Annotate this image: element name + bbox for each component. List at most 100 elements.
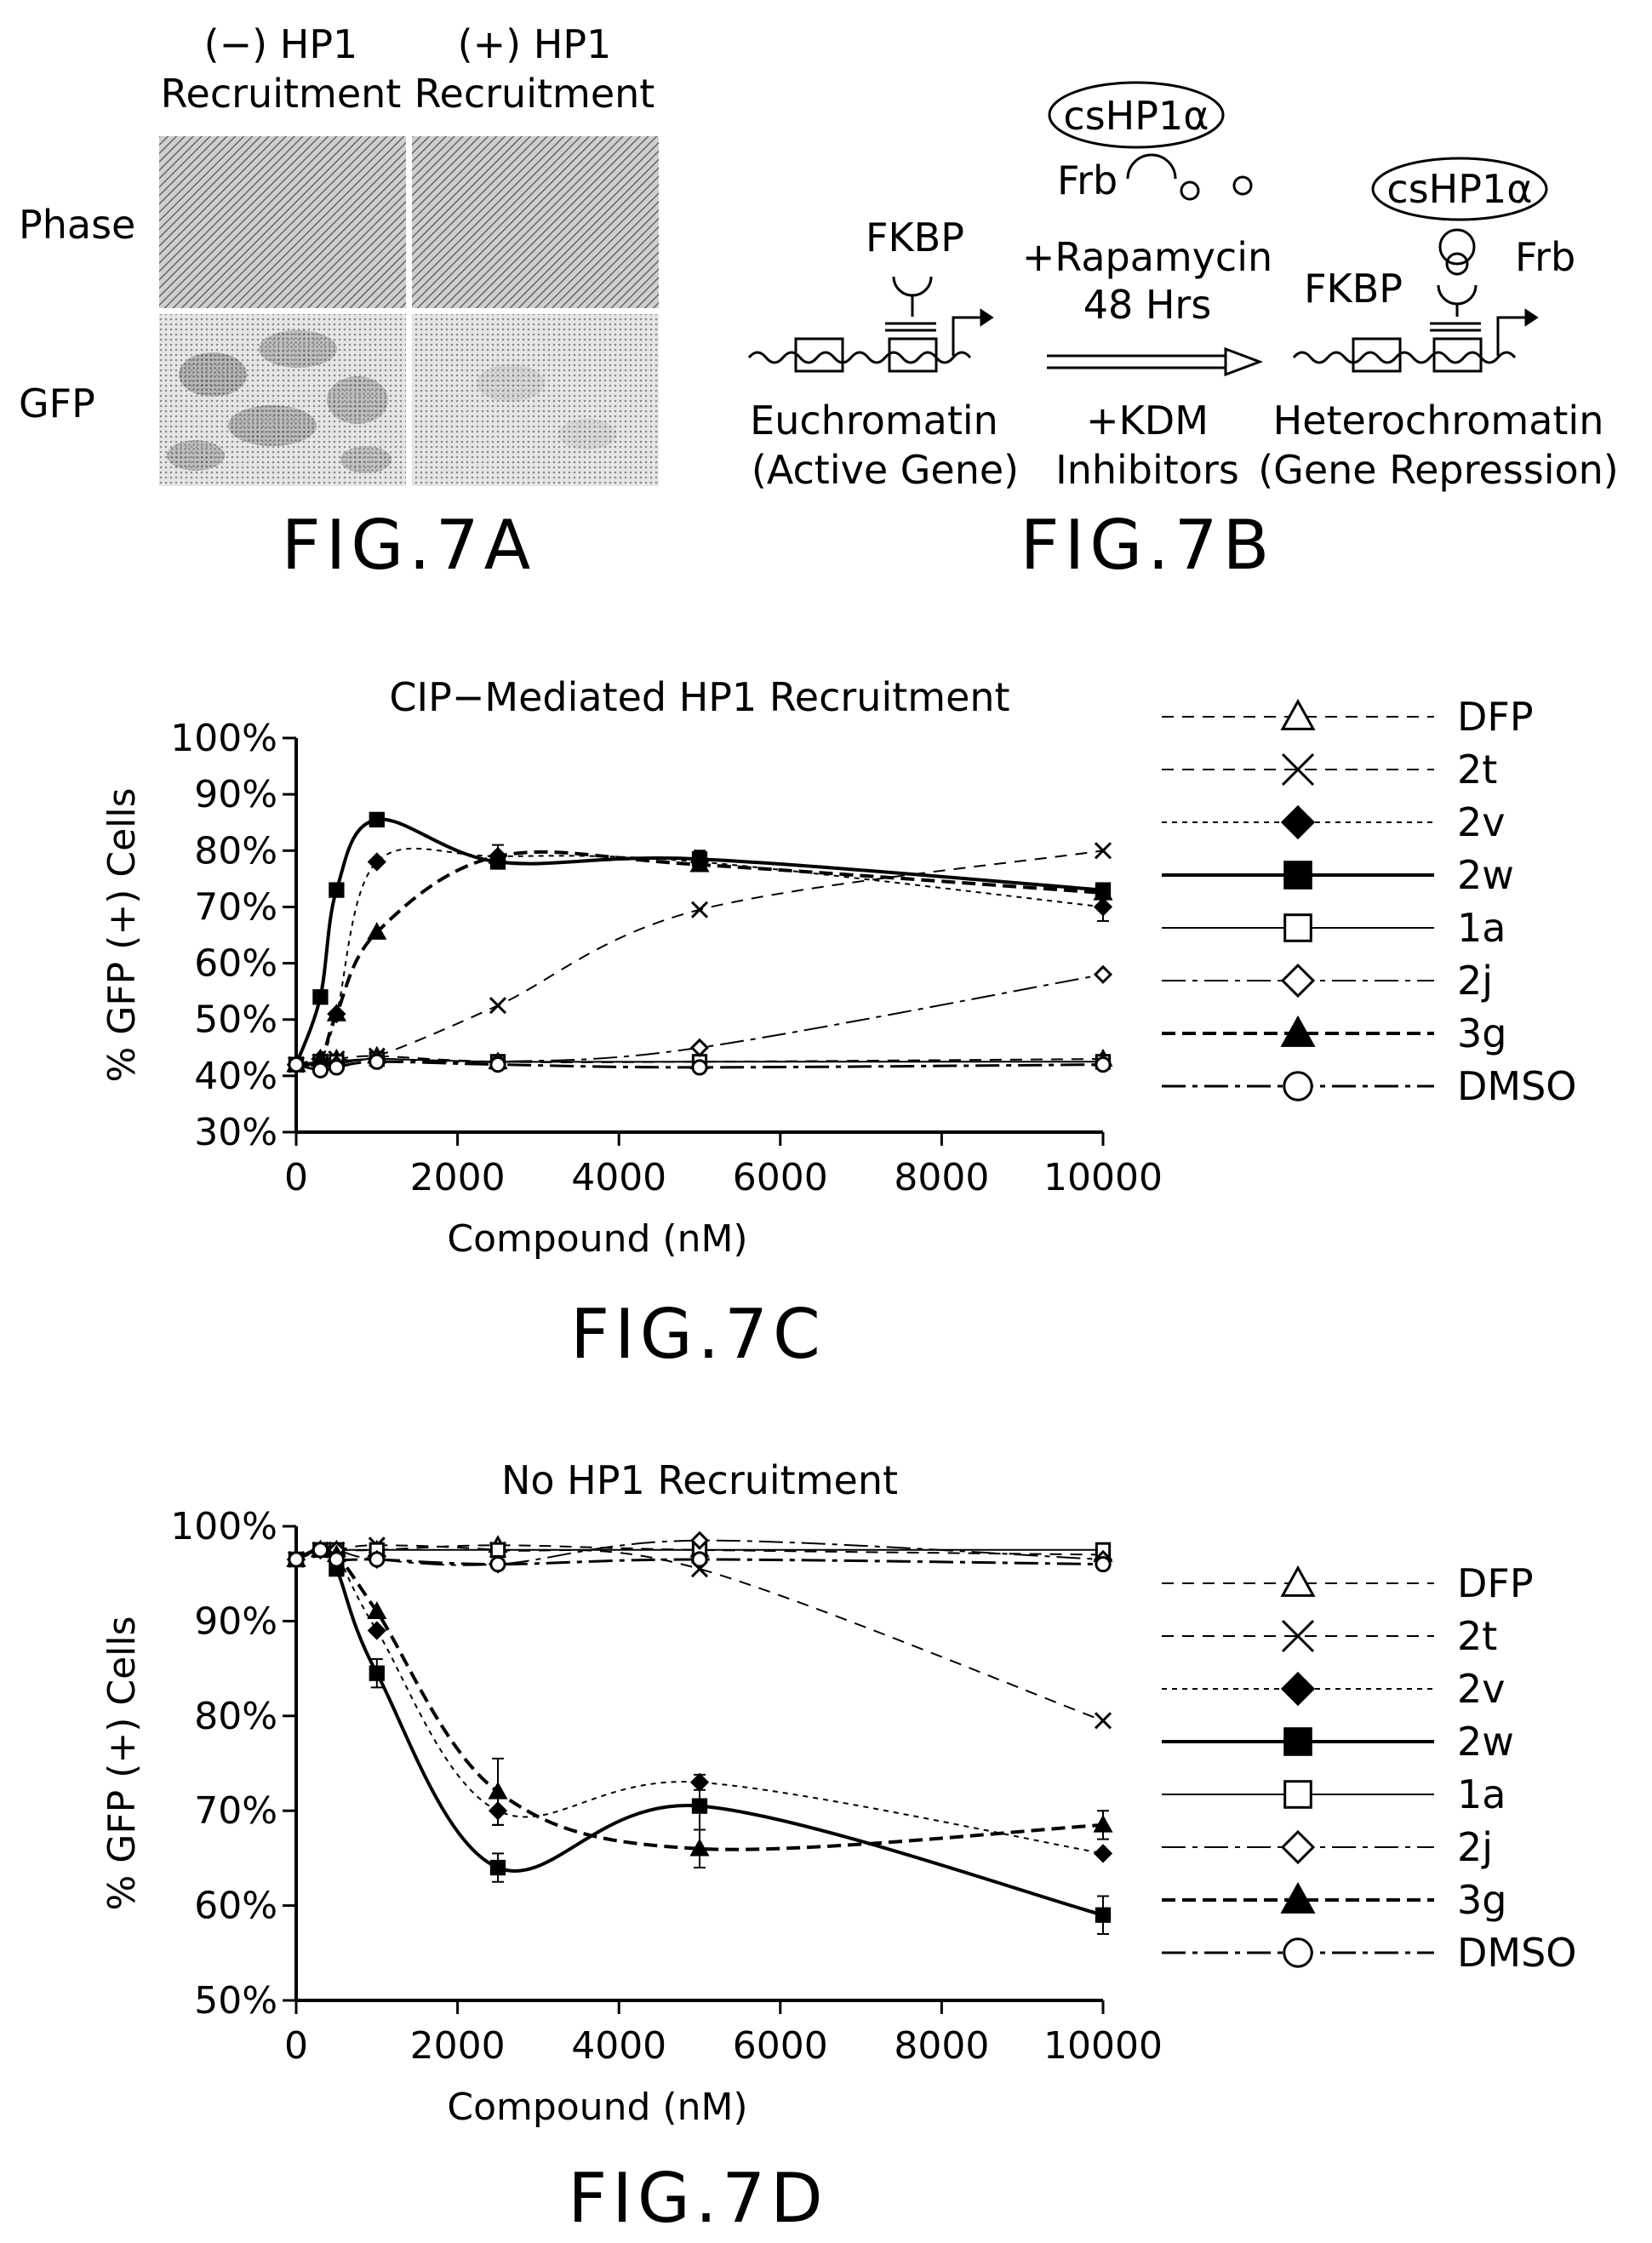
fig7d-point-DMSO (288, 1551, 305, 1568)
fig7b-promoter-arrow-left (952, 316, 992, 356)
fig7d-legend-label-3g: 3g (1457, 1877, 1506, 1923)
fig7a-row-gfp-label: GFP (19, 381, 95, 426)
fig7b-fkbp-right-label: FKBP (1304, 266, 1403, 312)
fig7c-series-2w (288, 811, 1112, 1073)
fig7d-series-line-3g (295, 1546, 1104, 1851)
fig7b-active-gene-label: (Active Gene) (752, 447, 1019, 493)
fig7a-gfp-minus-image (159, 314, 406, 486)
fig7d-x-tick-label: 0 (284, 2024, 308, 2068)
fig7c-series-line-2t (295, 850, 1104, 1066)
fig7c-x-tick-label: 4000 (571, 1156, 666, 1199)
fig7a-figure-label: FIG.7A (282, 506, 536, 585)
fig7d-point-3g (488, 1781, 508, 1800)
fig7d-point-2j (689, 1531, 710, 1550)
fig7b-inhibitors-label: Inhibitors (1055, 447, 1239, 493)
fig7b-hours-label: 48 Hrs (1083, 282, 1212, 328)
fig7c-y-tick-label: 50% (194, 998, 277, 1042)
fig7c-legend-label-DMSO: DMSO (1457, 1063, 1577, 1109)
fig7d-legend-marker-3g (1280, 1881, 1316, 1914)
fig7d-series-line-2t (295, 1544, 1104, 1722)
fig7d-legend-item-2t: 2t (1162, 1613, 1497, 1659)
fig7c-point-3g (1093, 882, 1113, 901)
fig7d-point-2t (1094, 1712, 1112, 1730)
fig7c-legend-label-2j: 2j (1457, 958, 1493, 1004)
fig7c-point-2w (329, 882, 345, 898)
fig7a-phase-plus-image (412, 136, 659, 308)
fig7d-point-DMSO (312, 1542, 329, 1559)
fig7d-x-axis-label: Compound (nM) (447, 2086, 747, 2129)
fig7d-series-2w (288, 1542, 1112, 1936)
fig7c-legend-marker-2t (1281, 752, 1315, 787)
fig7d-y-tick-label: 100% (170, 1505, 277, 1548)
fig7d-legend-item-2v: 2v (1162, 1666, 1506, 1712)
fig7d-y-tick-label: 70% (194, 1789, 277, 1833)
fig7c-legend-label-DFP: DFP (1457, 694, 1534, 740)
fig7d-y-tick-label: 90% (194, 1599, 277, 1643)
fig7d-legend-label-1a: 1a (1457, 1771, 1506, 1817)
fig7d-point-2v (1093, 1844, 1113, 1863)
fig7a-row-phase-label: Phase (19, 202, 135, 248)
fig7c-y-tick-label: 90% (194, 773, 277, 816)
fig7c-chart: CIP−Mediated HP1 Recruitment 30% 40% 50% 60%… (100, 674, 1577, 1374)
fig7d-series-DMSO (288, 1542, 1112, 1573)
fig7c-series-2t (287, 842, 1112, 1073)
fig7d-legend-item-1a: 1a (1162, 1771, 1506, 1817)
fig7c-y-tick-label: 40% (194, 1055, 277, 1098)
fig7c-legend-item-1a: 1a (1162, 905, 1506, 951)
fig7c-y-axis-label: % GFP (+) Cells (100, 787, 144, 1082)
fig7c-legend-item-3g: 3g (1162, 1010, 1506, 1056)
fig7c-x-tick-label: 6000 (733, 1156, 828, 1199)
fig7d-x-tick-label: 6000 (733, 2024, 828, 2068)
fig7c-point-2w (312, 989, 329, 1005)
fig7c-y-tick-label: 70% (194, 885, 277, 929)
fig7c-legend-label-3g: 3g (1457, 1010, 1506, 1056)
fig7d-legend-label-2j: 2j (1457, 1824, 1493, 1870)
fig7c-point-2w (369, 811, 385, 828)
fig7c-point-DMSO (369, 1053, 386, 1070)
fig7b-process-arrow (1047, 346, 1264, 377)
fig7c-x-tick-label: 8000 (894, 1156, 989, 1199)
fig7c-legend-label-2v: 2v (1457, 799, 1506, 845)
fig7d-legend-marker-2j (1280, 1829, 1316, 1865)
fig7d-y-axis-label: % GFP (+) Cells (100, 1616, 144, 1910)
fig7c-point-2t (489, 997, 507, 1015)
fig7c-x-tick-label: 0 (284, 1156, 308, 1199)
fig7c-point-DMSO (489, 1056, 506, 1073)
fig7d-point-3g (689, 1838, 710, 1857)
fig7d-point-3g (1093, 1814, 1113, 1833)
fig7c-series-2j (286, 964, 1113, 1074)
fig7c-point-DMSO (1095, 1056, 1112, 1073)
fig7c-x-tick-label: 10000 (1043, 1156, 1163, 1199)
fig7c-legend-label-2w: 2w (1457, 852, 1514, 898)
fig7c-legend-marker-3g (1280, 1015, 1316, 1047)
fig7d-legend-marker-2w (1283, 1727, 1312, 1756)
fig7c-legend-item-DMSO: DMSO (1162, 1063, 1577, 1109)
fig7c-point-DMSO (312, 1061, 329, 1079)
fig7c-legend-item-2w: 2w (1162, 852, 1514, 898)
fig7d-point-DMSO (691, 1551, 708, 1568)
fig7d-x-tick-label: 10000 (1043, 2024, 1163, 2068)
fig7c-legend-marker-DFP (1280, 698, 1316, 730)
fig7d-legend-item-3g: 3g (1162, 1877, 1506, 1923)
fig7c-legend-label-1a: 1a (1457, 905, 1506, 951)
fig7c-point-DMSO (288, 1056, 305, 1073)
fig7b-kdm-label: +KDM (1086, 398, 1209, 443)
fig7c-series-line-2w (294, 817, 1104, 1066)
fig7c-title: CIP−Mediated HP1 Recruitment (389, 674, 1009, 720)
fig7a-gfp-plus-image (412, 314, 659, 486)
fig7d-legend-marker-2t (1281, 1619, 1315, 1653)
fig7d-point-3g (367, 1601, 387, 1619)
fig7b-cshp1-right-label: csHP1α (1386, 166, 1532, 212)
fig7d-figure-label: FIG.7D (568, 2159, 828, 2238)
fig7b-euchromatin-label: Euchromatin (750, 398, 998, 443)
fig7d-legend-label-2v: 2v (1457, 1666, 1506, 1712)
fig7c-legend-marker-2j (1280, 963, 1316, 998)
fig7c-legend-item-2v: 2v (1162, 799, 1506, 845)
fig7d-point-2w (369, 1665, 385, 1681)
fig7b-cshp1-top-ellipse (1048, 81, 1225, 149)
fig7a-col1-header-line2: Recruitment (161, 71, 402, 117)
fig7d-point-DMSO (489, 1555, 506, 1573)
fig7c-point-3g (689, 854, 710, 873)
